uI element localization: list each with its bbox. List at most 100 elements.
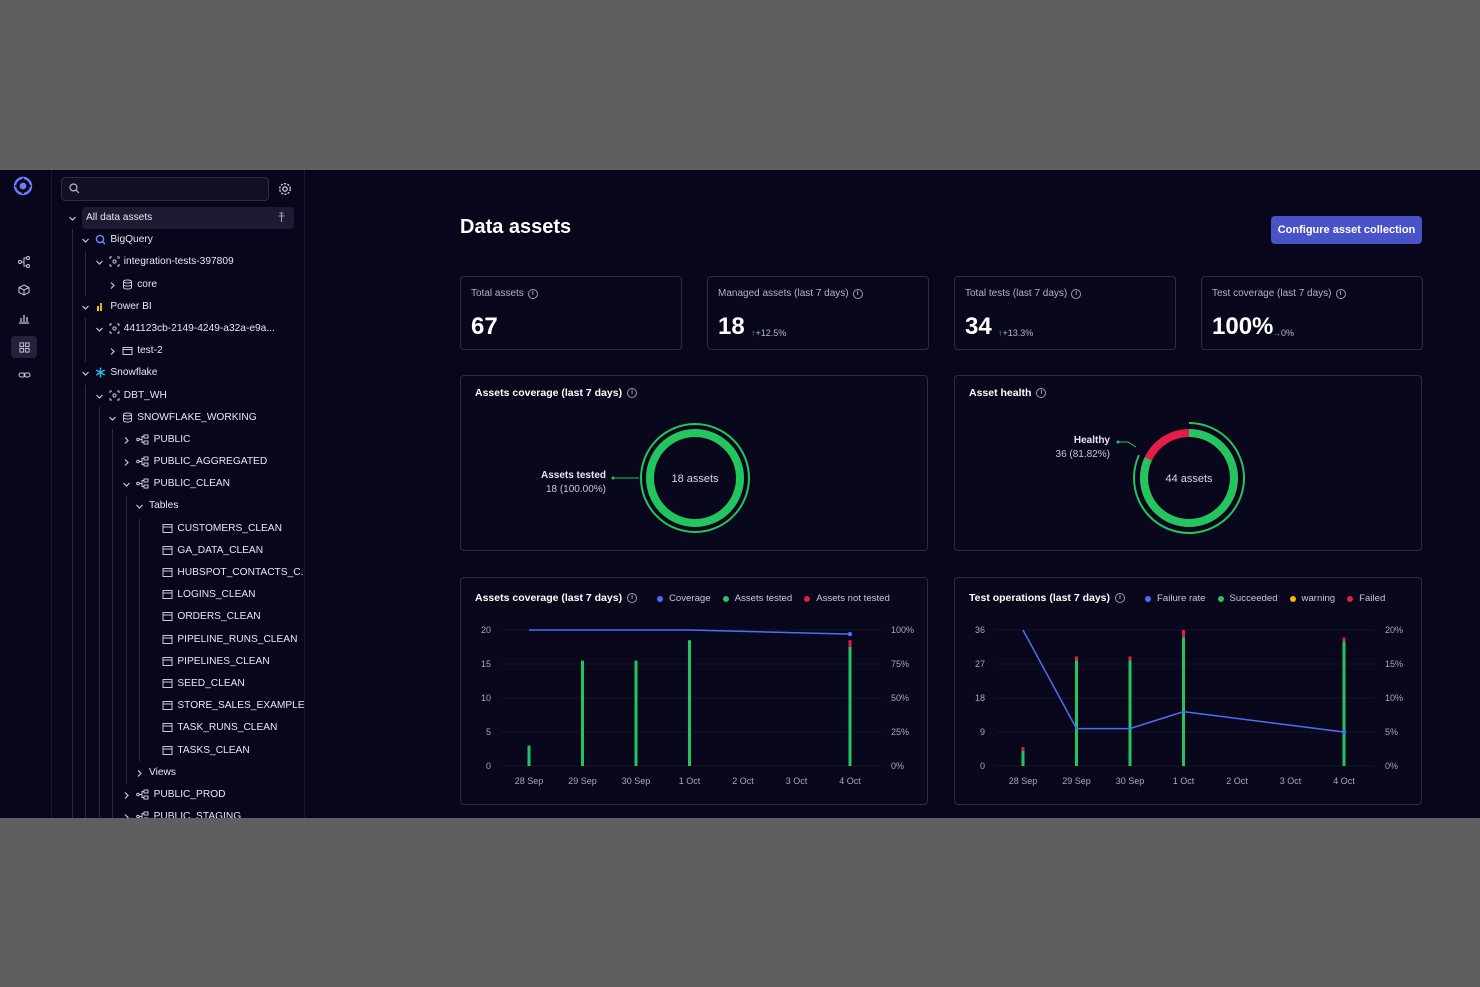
tree-item[interactable]: TASK_RUNS_CLEAN — [52, 717, 304, 739]
tree-item-label: test-2 — [137, 345, 163, 357]
tree-item[interactable]: Tables — [52, 495, 304, 517]
tree-item[interactable]: CUSTOMERS_CLEAN — [52, 518, 304, 540]
legend-item[interactable]: Assets tested — [722, 593, 792, 604]
search-input[interactable] — [86, 180, 262, 198]
bar-failed[interactable] — [1075, 656, 1078, 661]
bar-failed[interactable] — [1128, 656, 1132, 661]
chevron-down-icon[interactable] — [135, 502, 144, 511]
pin-icon[interactable] — [277, 212, 286, 226]
chevron-right-icon[interactable] — [108, 347, 117, 356]
chevron-down-icon[interactable] — [95, 258, 104, 267]
tree-item[interactable]: Snowflake — [52, 362, 304, 384]
bar-assets-not-tested[interactable] — [848, 640, 852, 647]
tree-item[interactable]: PUBLIC_AGGREGATED — [52, 451, 304, 473]
info-icon[interactable]: i — [852, 288, 863, 299]
chevron-down-icon[interactable] — [95, 392, 104, 401]
chevron-right-icon[interactable] — [135, 769, 144, 778]
info-icon[interactable]: i — [527, 288, 538, 299]
legend-item[interactable]: Succeeded — [1217, 593, 1278, 604]
chevron-down-icon[interactable] — [81, 303, 90, 312]
grid-icon[interactable] — [11, 336, 37, 358]
tree-item[interactable]: Views — [52, 762, 304, 784]
bar-assets-tested[interactable] — [527, 745, 531, 766]
chevron-down-icon[interactable] — [81, 369, 90, 378]
tree-item[interactable]: BigQuery — [52, 229, 304, 251]
chevron-right-icon[interactable] — [122, 813, 131, 818]
legend-item[interactable]: Assets not tested — [804, 593, 890, 604]
main-content: Data assets Configure asset collection T… — [306, 170, 1480, 818]
configure-asset-collection-button[interactable]: Configure asset collection — [1271, 216, 1422, 244]
tree-item[interactable]: PUBLIC_STAGING — [52, 806, 304, 818]
lineage-icon[interactable] — [14, 252, 34, 272]
tree-item[interactable]: PUBLIC_PROD — [52, 784, 304, 806]
tree-item[interactable]: SEED_CLEAN — [52, 673, 304, 695]
chevron-right-icon[interactable] — [108, 281, 117, 290]
bar-assets-tested[interactable] — [634, 660, 638, 766]
tree-item[interactable]: STORE_SALES_EXAMPLE — [52, 695, 304, 717]
tree-indent-guide — [98, 406, 100, 818]
bar-failed[interactable] — [1021, 747, 1025, 751]
tree-item[interactable]: PUBLIC — [52, 429, 304, 451]
tree-item[interactable]: PUBLIC_CLEAN — [52, 473, 304, 495]
chevron-right-icon[interactable] — [122, 436, 131, 445]
line-coverage[interactable] — [529, 629, 851, 635]
chevron-down-icon[interactable] — [95, 325, 104, 334]
tree-item[interactable]: test-2 — [52, 340, 304, 362]
tree-item[interactable]: PIPELINES_CLEAN — [52, 651, 304, 673]
bar-failed[interactable] — [1342, 637, 1346, 642]
gear-icon[interactable] — [277, 181, 293, 197]
bar-failed[interactable] — [1182, 630, 1185, 638]
legend-item[interactable]: Coverage — [657, 593, 711, 604]
bar-assets-tested[interactable] — [581, 660, 584, 766]
info-icon[interactable]: i — [1335, 288, 1346, 299]
tree-item[interactable]: Power BI — [52, 296, 304, 318]
donut-arc-tested[interactable] — [646, 429, 744, 527]
line-point[interactable] — [847, 631, 853, 637]
search-icon — [69, 183, 80, 194]
tree-item[interactable]: SNOWFLAKE_WORKING — [52, 407, 304, 429]
tree-item[interactable]: integration-tests-397809 — [52, 251, 304, 273]
tree-item-label: TASK_RUNS_CLEAN — [177, 722, 278, 734]
legend-item[interactable]: Failed — [1347, 593, 1385, 604]
legend-item[interactable]: Failure rate — [1145, 593, 1206, 604]
chevron-right-icon[interactable] — [122, 791, 131, 800]
legend-item[interactable]: warning — [1289, 593, 1335, 604]
chevron-down-icon[interactable] — [108, 414, 117, 423]
tree-item[interactable]: ORDERS_CLEAN — [52, 606, 304, 628]
tree-item[interactable]: 441123cb-2149-4249-a32a-e9a... — [52, 318, 304, 340]
bar-succeeded[interactable] — [1182, 637, 1185, 766]
bar-chart-icon[interactable] — [14, 308, 34, 328]
line-point[interactable] — [1341, 729, 1347, 735]
info-icon[interactable]: i — [1071, 288, 1082, 299]
bar-assets-tested[interactable] — [848, 647, 852, 766]
tree-item[interactable]: PIPELINE_RUNS_CLEAN — [52, 629, 304, 651]
kpi-card: Managed assets (last 7 days) i 18 ↑+12.5% — [707, 276, 929, 350]
info-icon[interactable]: i — [627, 593, 638, 603]
tree-item[interactable]: DBT_WH — [52, 385, 304, 407]
chevron-down-icon[interactable] — [68, 214, 77, 223]
app-logo-icon[interactable] — [13, 176, 33, 196]
chevron-down-icon[interactable] — [122, 480, 131, 489]
tree-item[interactable]: core — [52, 274, 304, 296]
tree-root-item[interactable]: All data assets — [69, 207, 294, 230]
info-icon[interactable]: i — [1036, 388, 1047, 398]
info-icon[interactable]: i — [1115, 593, 1126, 603]
donut-arc-healthy[interactable] — [1140, 429, 1238, 527]
bar-assets-tested[interactable] — [688, 640, 691, 766]
bar-succeeded[interactable] — [1342, 641, 1346, 766]
bar-succeeded[interactable] — [1075, 660, 1078, 766]
x-tick-label: 1 Oct — [1173, 776, 1195, 786]
tree-item[interactable]: GA_DATA_CLEAN — [52, 540, 304, 562]
line-failure-rate[interactable] — [1022, 629, 1345, 733]
tree-item[interactable]: LOGINS_CLEAN — [52, 584, 304, 606]
legend-dot — [1145, 595, 1151, 602]
chevron-right-icon[interactable] — [122, 458, 131, 467]
link-icon[interactable] — [14, 365, 34, 385]
tree-item[interactable]: HUBSPOT_CONTACTS_C... — [52, 562, 304, 584]
cube-icon[interactable] — [14, 280, 34, 300]
chevron-down-icon[interactable] — [81, 236, 90, 245]
bar-succeeded[interactable] — [1128, 660, 1132, 766]
info-icon[interactable]: i — [627, 388, 638, 398]
tree-item[interactable]: TASKS_CLEAN — [52, 740, 304, 762]
bar-succeeded[interactable] — [1021, 750, 1025, 766]
